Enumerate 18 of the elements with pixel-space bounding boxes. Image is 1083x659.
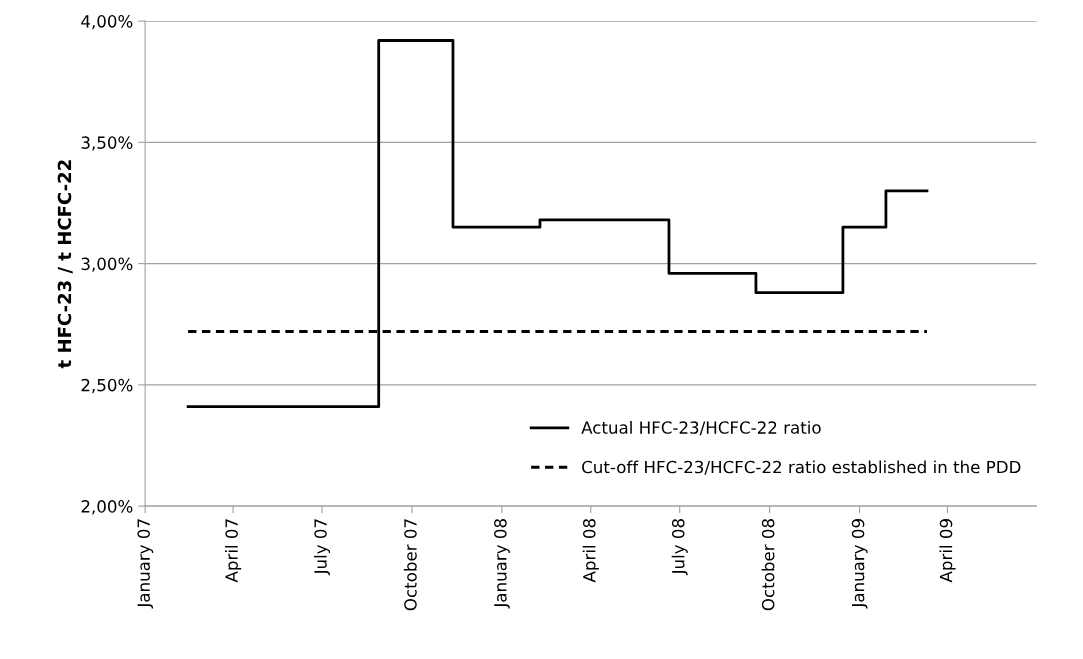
x-tick-label: July 08 xyxy=(671,519,688,576)
x-tick-label: January 07 xyxy=(137,519,154,609)
x-tick-label: October 07 xyxy=(403,519,417,611)
y-tick-label: 2,50% xyxy=(81,378,133,394)
y-tick-label: 4,00% xyxy=(81,15,133,30)
x-tick-label: January 09 xyxy=(851,519,868,609)
legend-label: Cut-off HFC-23/HCFC-22 ratio established in the PDD xyxy=(582,460,1021,475)
x-tick-label: April 07 xyxy=(225,519,242,583)
x-tick-label: January 08 xyxy=(494,519,510,609)
x-tick-label: October 08 xyxy=(761,519,775,611)
y-tick-label: 2,00% xyxy=(81,500,133,515)
y-tick-label: 3,00% xyxy=(81,257,133,272)
y-axis-title: t HFC-23 / t HCFC-22 xyxy=(57,160,73,369)
x-tick-label: April 08 xyxy=(582,519,599,583)
legend-label: Actual HFC-23/HCFC-22 ratio xyxy=(581,420,821,436)
y-tick-label: 3,50% xyxy=(81,136,133,151)
x-tick-label: July 07 xyxy=(313,519,331,576)
x-tick-label: April 09 xyxy=(939,519,956,583)
